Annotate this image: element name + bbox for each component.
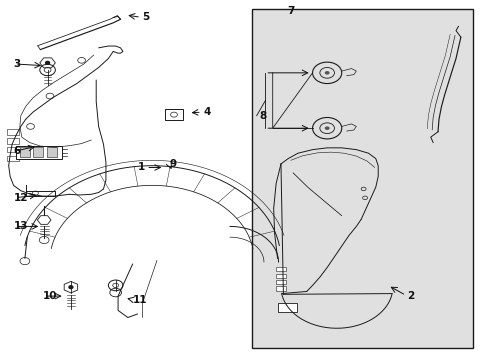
Bar	[7, 129, 20, 135]
Bar	[276, 274, 285, 278]
Bar	[7, 147, 20, 153]
Text: 1: 1	[137, 162, 144, 172]
Bar	[20, 148, 30, 157]
Text: 13: 13	[14, 221, 28, 231]
Bar	[16, 146, 62, 159]
Text: 8: 8	[259, 111, 266, 121]
Bar	[47, 148, 57, 157]
Circle shape	[324, 126, 329, 130]
Bar	[165, 109, 183, 120]
Bar	[33, 148, 43, 157]
Bar	[251, 9, 472, 348]
Bar	[7, 138, 20, 144]
Circle shape	[324, 71, 329, 75]
Text: 10: 10	[42, 291, 57, 301]
Bar	[7, 156, 20, 161]
Text: 5: 5	[142, 13, 149, 22]
Circle shape	[69, 286, 73, 289]
Text: 6: 6	[14, 147, 21, 157]
Text: 9: 9	[169, 159, 176, 169]
Text: 7: 7	[286, 6, 294, 16]
Text: 3: 3	[14, 59, 21, 69]
Bar	[277, 303, 296, 312]
Circle shape	[45, 62, 49, 64]
Bar	[276, 287, 285, 291]
Bar	[276, 280, 285, 284]
Text: 12: 12	[14, 193, 28, 203]
Text: 2: 2	[407, 291, 414, 301]
Text: 4: 4	[203, 107, 210, 117]
Bar	[276, 267, 285, 271]
Text: 11: 11	[132, 295, 147, 305]
